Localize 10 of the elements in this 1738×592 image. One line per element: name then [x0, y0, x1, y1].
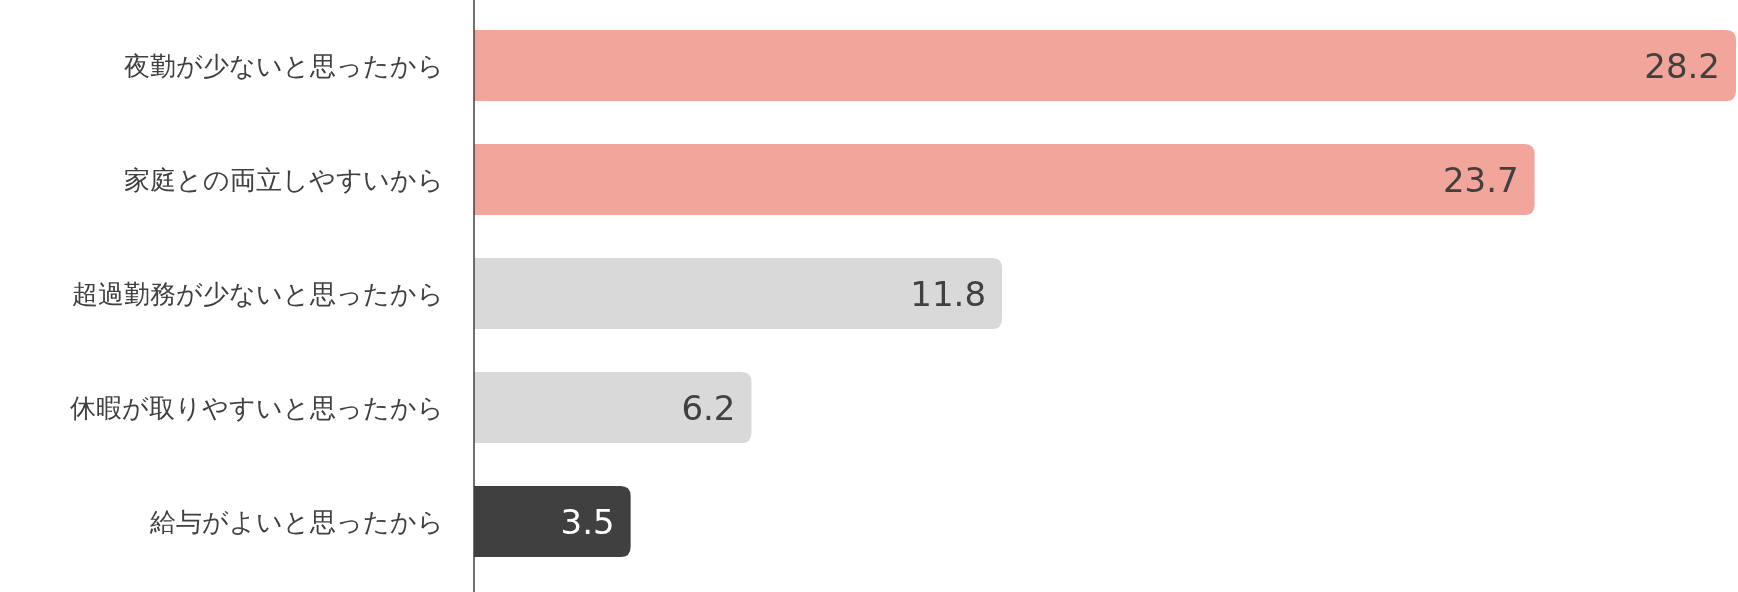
data-label: 3.5 — [560, 501, 615, 542]
data-label: 23.7 — [1442, 159, 1519, 200]
category: 休暇が取りやすいと思ったから — [70, 392, 444, 423]
data-label: 28.2 — [1644, 45, 1720, 86]
data-label: 11.8 — [910, 273, 987, 314]
category: 給与がよいと思ったから — [150, 506, 444, 537]
category: 家庭との両立しやすいから — [124, 164, 444, 195]
data-label: 6.2 — [681, 387, 736, 428]
category: 超過勤務が少ないと思ったから — [72, 278, 444, 309]
category: 夜勤が少ないと思ったから — [124, 50, 444, 81]
